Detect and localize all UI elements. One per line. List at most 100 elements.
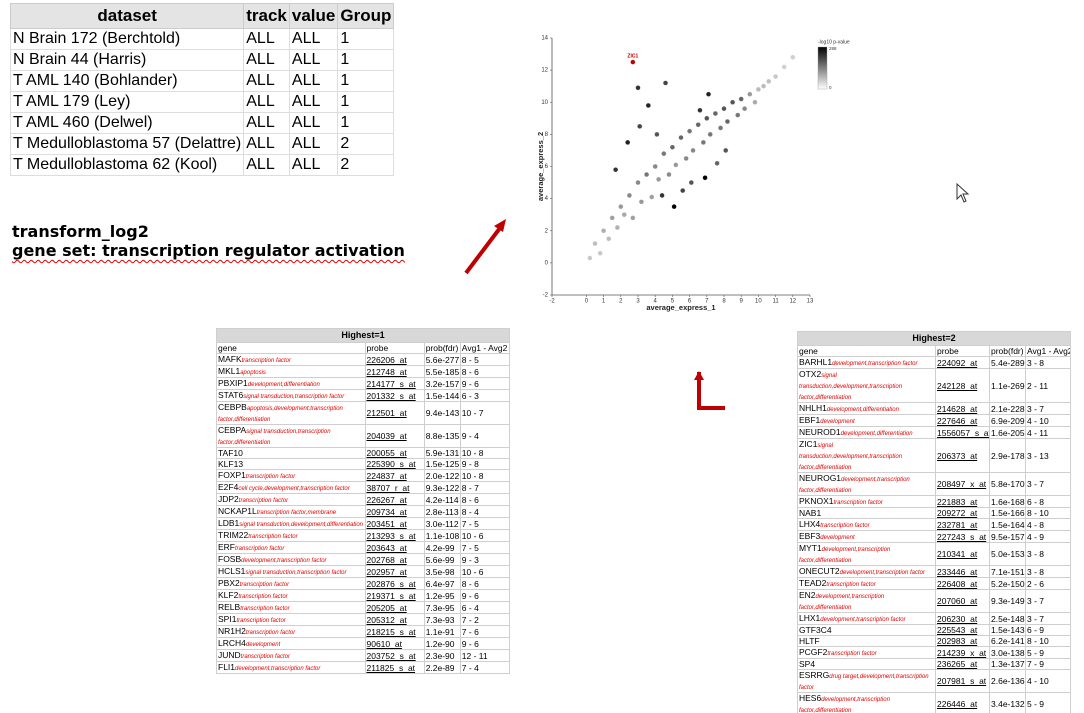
gene-row: NAB1 209272_at 1.5e-166 8 - 10 [797,507,1071,519]
gene-name: CEBPA [218,425,247,436]
probe-link[interactable]: 210341_at [937,549,978,559]
gene-cell: PBX2transcription factor [216,577,366,590]
point [730,99,736,105]
fdr-cell: 5.6e-99 [423,553,461,566]
probe-cell: 225390_s_at [364,458,425,470]
probe-link[interactable]: 205312_at [366,614,407,625]
probe-cell: 209734_at [364,505,425,518]
fdr-cell: 3.2e-157 [423,377,461,390]
gene-annotation: transcription factor [239,582,290,588]
point [659,192,665,198]
probe-link[interactable]: 201332_s_at [366,390,416,401]
avg-cell: 3 - 8 [1025,565,1071,578]
probe-link[interactable]: 209272_at [937,508,978,518]
y-tick-label: 10 [541,100,548,106]
probe-link[interactable]: 212748_at [366,366,407,377]
gene-row: HES6development,transcription factor,dif… [797,692,1071,713]
avg-cell: 5 - 9 [1025,692,1071,713]
gene-annotation: development,differentiation [247,382,320,388]
colorbar [817,46,828,90]
gene-cell: ESRRGdrug target,development,transcripti… [797,669,936,693]
cell: ALL [288,28,339,50]
probe-link[interactable]: 227646_at [937,415,978,426]
x-tick-label: 8 [722,299,726,305]
probe-link[interactable]: 202957_at [366,566,407,577]
column-header: gene [797,345,936,357]
y-tick-label: 12 [541,68,548,74]
probe-link[interactable]: 203643_at [366,542,407,553]
probe-cell: 212501_at [364,401,425,425]
gene-name: NEUROG1 [799,473,842,484]
probe-link[interactable]: 204039_at [366,431,407,441]
probe-link[interactable]: 202768_at [366,554,407,565]
probe-link[interactable]: 203752_s_at [366,650,416,661]
y-tick-label: 0 [545,260,549,266]
probe-link[interactable]: 212501_at [366,408,407,418]
cell: ALL [288,133,339,155]
avg-cell: 10 - 6 [459,565,511,578]
gene-row: ESRRGdrug target,development,transcripti… [797,669,1071,693]
probe-link[interactable]: 221883_at [937,496,978,507]
probe-link[interactable]: 207060_at [937,596,978,606]
gene-row: PBX2transcription factor 202876_s_at 6.4e-… [216,577,511,590]
probe-link[interactable]: 214239_x_at [937,647,987,658]
probe-link[interactable]: 224092_at [937,357,978,368]
probe-link[interactable]: 1556057_s_at [937,427,990,438]
fdr-cell: 1.5e-144 [423,389,461,402]
probe-link[interactable]: 214177_s_at [366,378,416,389]
gene-annotation: development,differentiation [840,431,913,437]
probe-link[interactable]: 226446_at [937,699,978,709]
gene-cell: NHLH1development,differentiation [797,402,936,415]
gene-row: TAF10 200055_at 5.9e-131 10 - 8 [216,447,511,459]
probe-link[interactable]: 209734_at [366,506,407,517]
probe-link[interactable]: 236265_at [937,659,978,669]
cell: 2 [337,154,395,176]
probe-link[interactable]: 214628_at [937,403,978,414]
avg-cell: 5 - 9 [1025,646,1071,659]
probe-link[interactable]: 213293_s_at [366,530,416,541]
probe-link[interactable]: 225390_s_at [366,459,416,469]
probe-link[interactable]: 226206_at [366,354,407,365]
fdr-cell: 3.0e-138 [989,646,1026,659]
fdr-cell: 1.5e-125 [423,458,461,470]
probe-link[interactable]: 242128_at [937,380,978,391]
probe-link[interactable]: 203451_at [366,518,407,529]
probe-link[interactable]: 224837_at [366,470,407,481]
probe-link[interactable]: 38707_r_at [366,482,410,493]
probe-link[interactable]: 200055_at [366,448,407,458]
gene-name: E2F4 [218,482,239,493]
gene-row: MYT1development,transcription factor,dif… [797,542,1071,566]
probe-link[interactable]: 206230_at [937,613,978,624]
probe-link[interactable]: 219371_s_at [366,590,416,601]
cell: ALL [288,70,339,92]
probe-link[interactable]: 233446_at [937,566,978,577]
avg-cell: 8 - 6 [459,493,511,506]
gene-row: ONECUT2development,transcription factor 2… [797,565,1071,578]
probe-link[interactable]: 226267_at [366,494,407,505]
gene-name: ESRRG [799,670,830,681]
probe-link[interactable]: 211825_s_at [366,662,416,673]
x-tick-label: 7 [705,299,709,305]
avg-cell: 6 - 9 [1025,624,1071,636]
header-row: gene probe prob(fdr) Avg1 - Avg2 [216,342,511,354]
probe-link[interactable]: 206373_at [937,450,978,461]
probe-link[interactable]: 218215_s_at [366,626,416,637]
probe-link[interactable]: 202876_s_at [366,578,416,589]
gene-annotation: drug target,development,transcription fa… [799,674,929,691]
gene-row: NEUROD1development,differentiation 155605… [797,426,1071,439]
probe-link[interactable]: 90610_at [366,638,402,649]
probe-link[interactable]: 208497_x_at [937,479,987,489]
point [626,192,632,198]
column-header: gene [216,342,366,354]
probe-link[interactable]: 202983_at [937,636,978,646]
probe-link[interactable]: 226408_at [937,578,978,589]
probe-cell: 90610_at [364,637,425,650]
gene-annotation: signal transduction,transcription factor [243,394,345,400]
probe-link[interactable]: 207981_s_at [937,676,987,686]
fdr-cell: 1.1e-269 [989,368,1026,403]
probe-link[interactable]: 225543_at [937,625,978,635]
probe-cell: 206373_at [935,438,990,473]
probe-link[interactable]: 227243_s_at [937,531,987,542]
probe-link[interactable]: 232781_at [937,519,978,530]
probe-link[interactable]: 205205_at [366,602,407,613]
